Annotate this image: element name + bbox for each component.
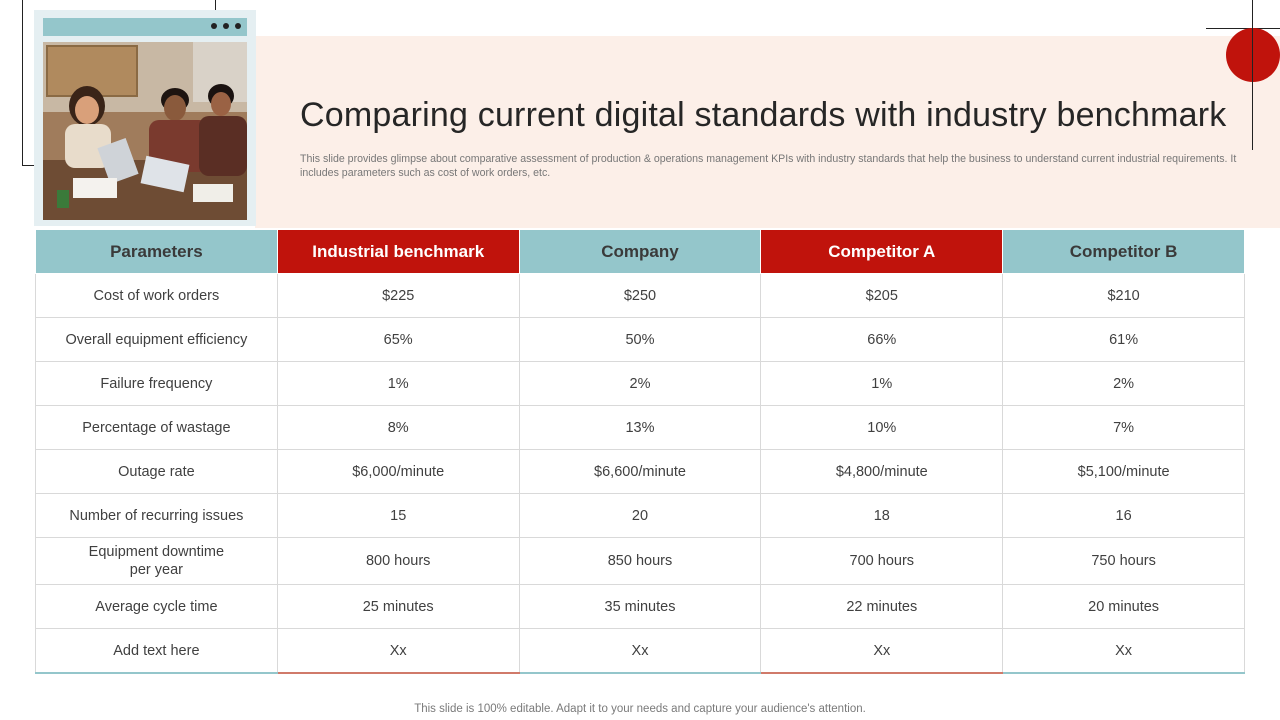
header-industrial-benchmark: Industrial benchmark: [276, 229, 520, 274]
table-cell: 18: [760, 493, 1004, 538]
row-parameter: Failure frequency: [35, 361, 278, 406]
table-row: Equipment downtime per year 800 hours 85…: [35, 537, 1245, 585]
decorative-line: [1206, 28, 1280, 29]
table-cell: Xx: [1002, 628, 1245, 674]
table-cell: 15: [276, 493, 520, 538]
table-cell: 750 hours: [1002, 537, 1245, 585]
decorative-line: [22, 165, 40, 166]
photo-window-bar: [43, 18, 247, 36]
table-cell: 22 minutes: [760, 584, 1004, 629]
table-cell: 65%: [276, 317, 520, 362]
table-row: Cost of work orders $225 $250 $205 $210: [35, 273, 1245, 318]
table-cell: 35 minutes: [518, 584, 762, 629]
row-parameter: Equipment downtime per year: [35, 537, 278, 585]
row-parameter: Percentage of wastage: [35, 405, 278, 450]
row-parameter: Outage rate: [35, 449, 278, 494]
team-photo: [43, 42, 247, 220]
table-cell: $5,100/minute: [1002, 449, 1245, 494]
table-row: Overall equipment efficiency 65% 50% 66%…: [35, 317, 1245, 362]
window-dots-icon: [211, 23, 241, 29]
table-cell: 800 hours: [276, 537, 520, 585]
table-cell: 61%: [1002, 317, 1245, 362]
table-cell: 7%: [1002, 405, 1245, 450]
table-cell: 16: [1002, 493, 1245, 538]
table-cell: 1%: [276, 361, 520, 406]
header-competitor-a: Competitor A: [760, 229, 1004, 274]
row-parameter: Cost of work orders: [35, 273, 278, 318]
table-cell: 700 hours: [760, 537, 1004, 585]
page-subtitle: This slide provides glimpse about compar…: [300, 153, 1237, 179]
table-cell: $205: [760, 273, 1004, 318]
table-cell: 2%: [1002, 361, 1245, 406]
table-cell: $6,000/minute: [276, 449, 520, 494]
table-cell: 20 minutes: [1002, 584, 1245, 629]
decorative-line: [1252, 0, 1253, 150]
footer-note: This slide is 100% editable. Adapt it to…: [414, 703, 866, 715]
row-parameter-text: Equipment downtime per year: [88, 544, 225, 578]
table-row: Percentage of wastage 8% 13% 10% 7%: [35, 405, 1245, 450]
table-cell: $225: [276, 273, 520, 318]
table-cell: 66%: [760, 317, 1004, 362]
page-title: Comparing current digital standards with…: [300, 96, 1227, 134]
table-cell: 50%: [518, 317, 762, 362]
table-cell: Xx: [276, 628, 520, 674]
table-cell: 25 minutes: [276, 584, 520, 629]
table-cell: Xx: [518, 628, 762, 674]
table-cell: $210: [1002, 273, 1245, 318]
row-parameter: Overall equipment efficiency: [35, 317, 278, 362]
header-band: [255, 36, 1280, 228]
row-parameter: Average cycle time: [35, 584, 278, 629]
table-cell: 1%: [760, 361, 1004, 406]
table-row: Number of recurring issues 15 20 18 16: [35, 493, 1245, 538]
decorative-red-circle: [1226, 28, 1280, 82]
table-cell: 850 hours: [518, 537, 762, 585]
table-cell: 2%: [518, 361, 762, 406]
table-cell: $6,600/minute: [518, 449, 762, 494]
table-cell: $250: [518, 273, 762, 318]
table-row: Average cycle time 25 minutes 35 minutes…: [35, 584, 1245, 629]
table-row: Outage rate $6,000/minute $6,600/minute …: [35, 449, 1245, 494]
team-meeting-image: [43, 42, 247, 220]
row-parameter: Number of recurring issues: [35, 493, 278, 538]
table-cell: 8%: [276, 405, 520, 450]
header-competitor-b: Competitor B: [1002, 229, 1245, 274]
table-cell: Xx: [760, 628, 1004, 674]
table-cell: $4,800/minute: [760, 449, 1004, 494]
table-header-row: Parameters Industrial benchmark Company …: [35, 229, 1245, 274]
table-row: Add text here Xx Xx Xx Xx: [35, 628, 1245, 674]
benchmark-table: Parameters Industrial benchmark Company …: [35, 229, 1245, 674]
row-parameter: Add text here: [35, 628, 278, 674]
table-cell: 10%: [760, 405, 1004, 450]
header-parameters: Parameters: [35, 229, 278, 274]
decorative-line: [215, 0, 216, 16]
header-company: Company: [518, 229, 762, 274]
table-cell: 20: [518, 493, 762, 538]
decorative-line: [22, 0, 23, 165]
table-cell: 13%: [518, 405, 762, 450]
table-row: Failure frequency 1% 2% 1% 2%: [35, 361, 1245, 406]
